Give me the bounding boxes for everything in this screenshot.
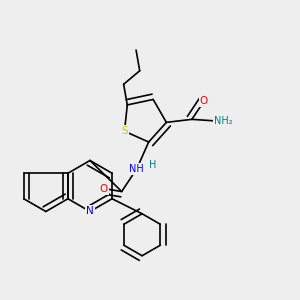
Text: O: O — [100, 184, 108, 194]
Text: O: O — [200, 96, 208, 106]
Text: N: N — [86, 206, 94, 217]
Text: H: H — [149, 160, 157, 170]
Text: NH₂: NH₂ — [214, 116, 233, 126]
Text: S: S — [121, 126, 128, 136]
Text: NH: NH — [129, 164, 144, 174]
